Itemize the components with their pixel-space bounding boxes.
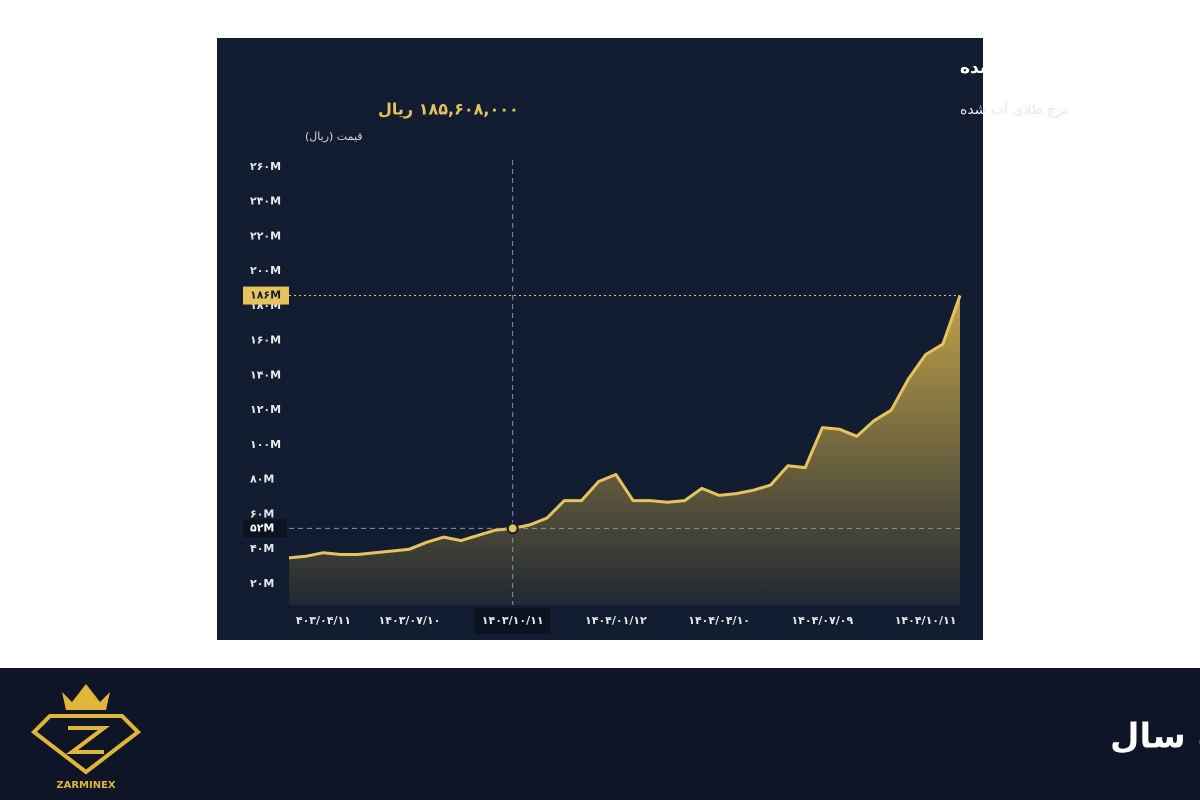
- banner: [0, 668, 1200, 800]
- y-tick-label: ۱۶۰M: [250, 334, 281, 347]
- y-tick-label: ۱۴۰M: [250, 368, 281, 381]
- y-tick-label: ۱۲۰M: [250, 403, 281, 416]
- x-tick-label: ۱۴۰۴/۰۱/۱۲: [585, 614, 647, 627]
- x-tick-label: ۱۴۰۴/۰۷/۰۹: [791, 614, 853, 627]
- last-price-label: ۱۸۶M: [250, 289, 281, 302]
- crosshair-dot: [506, 522, 519, 535]
- x-tick-label: ۱۴۰۴/۱۰/۱۱: [895, 614, 957, 627]
- current-price: ۱۸۵,۶۰۸,۰۰۰ ریال: [378, 100, 519, 119]
- headline: رشد ۲۵۸ درصدی طلای آبشده دیجیتال در یک س…: [1110, 715, 1200, 757]
- crosshair-label-bg: [243, 519, 287, 538]
- x-tick-label: ۱۴۰۳/۰۷/۱۰: [379, 614, 441, 627]
- x-tick-label: ۱۴۰۳/۱۰/۱۱: [482, 614, 544, 627]
- y-tick-label: ۱۰۰M: [250, 438, 281, 451]
- line: [288, 295, 962, 560]
- y-tick-label: ۲۲۰M: [250, 229, 281, 242]
- y-tick-label: ۶۰M: [250, 507, 274, 520]
- logo: [30, 684, 142, 775]
- y-tick-label: ۲۴۰M: [250, 195, 281, 208]
- y-tick-label: ۴۰M: [250, 542, 274, 555]
- crosshair-label: ۵۲M: [250, 521, 274, 534]
- y-tick-label: ۸۰M: [250, 473, 274, 486]
- brand: ZARMINEX: [56, 780, 116, 791]
- area: [289, 295, 960, 605]
- y-axis-label: قیمت (ریال): [305, 130, 363, 143]
- x-tick-label: ۱۴۰۴/۰۴/۱۰: [688, 614, 750, 627]
- chart-subtitle: نرخ طلای آب شده: [960, 101, 1068, 118]
- y-tick-label: ۲۰۰M: [250, 264, 281, 277]
- y-tick-label: ۲۰M: [250, 577, 274, 590]
- plot: ۲۰M۴۰M۶۰M۸۰M۱۰۰M۱۲۰M۱۴۰M۱۶۰M۱۸۰M۲۰۰M۲۲۰M…: [243, 160, 962, 634]
- y-tick-label: ۲۶۰M: [250, 160, 281, 173]
- x-tick-label: ۴۰۳/۰۴/۱۱: [296, 614, 351, 627]
- chart-title: نمودار قیمت طلای آبشده: [960, 56, 1172, 78]
- last-price-label-bg: [243, 286, 289, 305]
- x-label-highlight: [474, 608, 551, 634]
